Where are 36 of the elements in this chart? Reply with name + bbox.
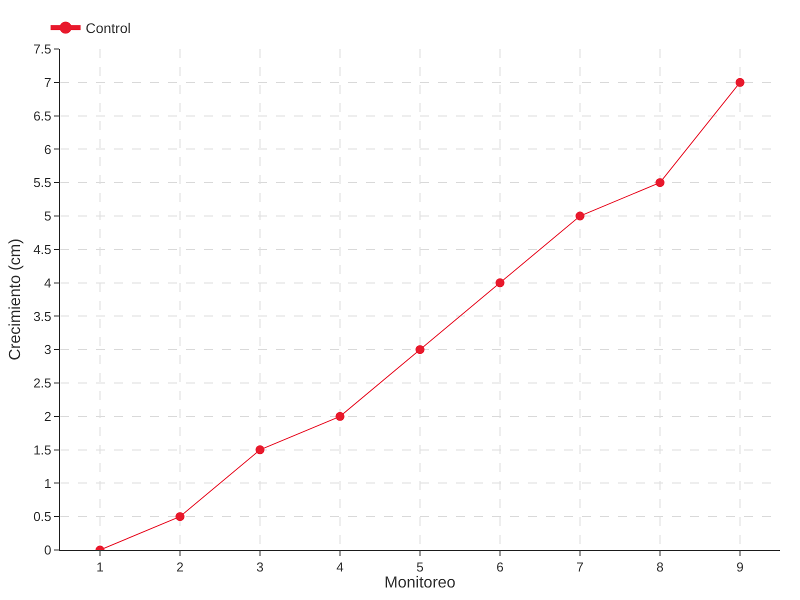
x-axis-title: Monitoreo <box>384 574 456 592</box>
point <box>656 178 664 188</box>
y-tick-label: 1.5 <box>33 442 52 458</box>
x-tick-label: 7 <box>576 560 584 575</box>
point <box>496 278 504 288</box>
point <box>336 412 344 421</box>
y-tick-label: 0.5 <box>33 509 52 524</box>
y-tick-label: 3.5 <box>33 308 52 324</box>
point <box>176 512 184 522</box>
x-tick-label: 1 <box>96 560 104 575</box>
legend-label: Control <box>86 20 131 36</box>
point <box>576 212 584 220</box>
y-tick-label: 6.5 <box>33 108 52 124</box>
x-tick-label: 9 <box>736 560 744 575</box>
point <box>416 345 424 354</box>
y-tick-label: 1 <box>44 476 52 491</box>
y-tick-label: 5.5 <box>33 175 52 190</box>
y-axis-title: Crecimiento (cm) <box>7 238 24 360</box>
y-tick-label: 2 <box>44 408 52 424</box>
y-tick-label: 0 <box>44 542 52 558</box>
y-tick-label: 3 <box>44 342 52 358</box>
x-tick-label: 4 <box>336 560 344 575</box>
point <box>256 445 264 454</box>
point <box>736 78 744 87</box>
y-tick-label: 6 <box>44 142 52 157</box>
x-tick-label: 2 <box>176 560 184 575</box>
y-tick-label: 2.5 <box>33 376 52 391</box>
y-tick-label: 7 <box>44 74 52 90</box>
y-tick-label: 4 <box>44 275 52 290</box>
x-tick-label: 6 <box>496 560 504 575</box>
x-tick-label: 3 <box>256 560 264 575</box>
y-tick-label: 4.5 <box>33 242 52 257</box>
y-tick-label: 5 <box>44 208 52 224</box>
x-tick-label: 8 <box>656 560 664 575</box>
x-tick-label: 5 <box>416 560 424 575</box>
y-tick-label: 7.5 <box>33 42 52 57</box>
